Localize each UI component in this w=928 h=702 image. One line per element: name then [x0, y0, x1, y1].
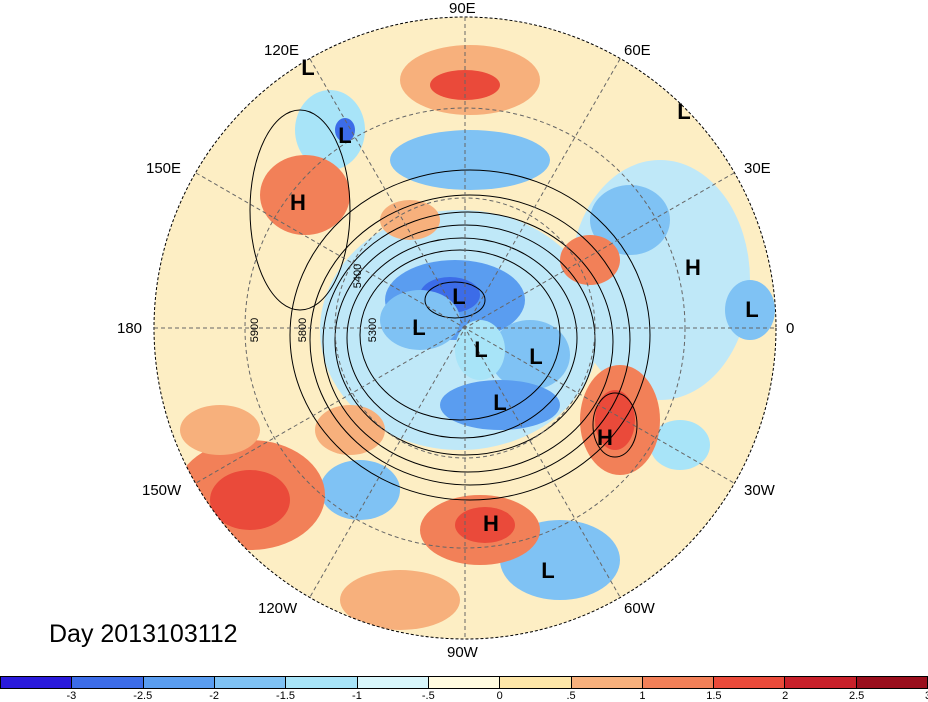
colorbar-swatch	[1, 677, 73, 688]
pressure-marker: L	[301, 55, 315, 80]
contour-label: 5400	[352, 263, 364, 289]
colorbar-tick-label: -.5	[421, 690, 435, 702]
lon-label-150e: 150E	[146, 160, 182, 177]
pressure-marker: L	[541, 558, 555, 583]
colorbar-swatch	[642, 677, 715, 688]
pressure-marker: H	[597, 425, 613, 450]
lon-label-90w: 90W	[447, 644, 478, 661]
lon-label-90e: 90E	[449, 0, 476, 17]
lon-label-60e: 60E	[624, 42, 651, 59]
colorbar	[0, 676, 928, 689]
colorbar-tick-label: .5	[566, 690, 576, 702]
pressure-marker: H	[290, 190, 306, 215]
pressure-marker: L	[412, 315, 426, 340]
colorbar-tick-label: -1.5	[276, 690, 296, 702]
colorbar-swatch	[72, 677, 144, 688]
colorbar-tick-label: -3	[66, 690, 77, 702]
lon-label-30w: 30W	[744, 482, 775, 499]
colorbar-swatch	[500, 677, 572, 688]
colorbar-tick-label: 3	[925, 690, 928, 702]
lon-label-120w: 120W	[258, 600, 298, 617]
colorbar-swatch	[214, 677, 287, 688]
lon-label-0: 0	[786, 320, 795, 337]
graticule	[153, 16, 777, 640]
lon-label-150w: 150W	[142, 482, 182, 499]
pressure-marker: H	[483, 511, 499, 536]
colorbar-tick-label: 2	[782, 690, 789, 702]
lon-label-60w: 60W	[624, 600, 655, 617]
colorbar-swatch	[428, 677, 501, 688]
day-label: Day 2013103112	[49, 620, 238, 648]
contour-label: 5800	[297, 317, 309, 343]
colorbar-tick-label: 1	[639, 690, 646, 702]
pressure-marker: L	[745, 297, 759, 322]
pressure-marker: L	[452, 284, 466, 309]
colorbar-tick-label: -2	[209, 690, 220, 702]
colorbar-swatch	[714, 677, 786, 688]
pressure-marker: L	[677, 99, 691, 124]
colorbar-swatch	[357, 677, 429, 688]
colorbar-swatch	[856, 677, 928, 688]
lon-label-30e: 30E	[744, 160, 771, 177]
colorbar-swatch	[286, 677, 358, 688]
colorbar-tick-label: 1.5	[706, 690, 722, 702]
colorbar-swatch	[143, 677, 215, 688]
contour-label: 5300	[367, 317, 379, 343]
contour-label: 5900	[249, 317, 261, 343]
colorbar-tick-label: -2.5	[133, 690, 153, 702]
pressure-marker: L	[474, 337, 488, 362]
colorbar-ticks: -3 -2.5 -2 -1.5 -1 -.5 0 .5 1 1.5 2 2.5 3	[0, 690, 928, 702]
colorbar-tick-label: -1	[352, 690, 362, 702]
pressure-marker: H	[685, 255, 701, 280]
lon-label-180: 180	[117, 320, 143, 337]
pressure-marker: L	[338, 123, 352, 148]
colorbar-swatch	[785, 677, 857, 688]
pressure-marker: L	[493, 390, 507, 415]
lon-label-120e: 120E	[264, 42, 300, 59]
pressure-marker: L	[529, 344, 543, 369]
colorbar-tick-label: 0	[496, 690, 503, 702]
colorbar-tick-label: 2.5	[848, 690, 865, 702]
colorbar-swatch	[571, 677, 643, 688]
